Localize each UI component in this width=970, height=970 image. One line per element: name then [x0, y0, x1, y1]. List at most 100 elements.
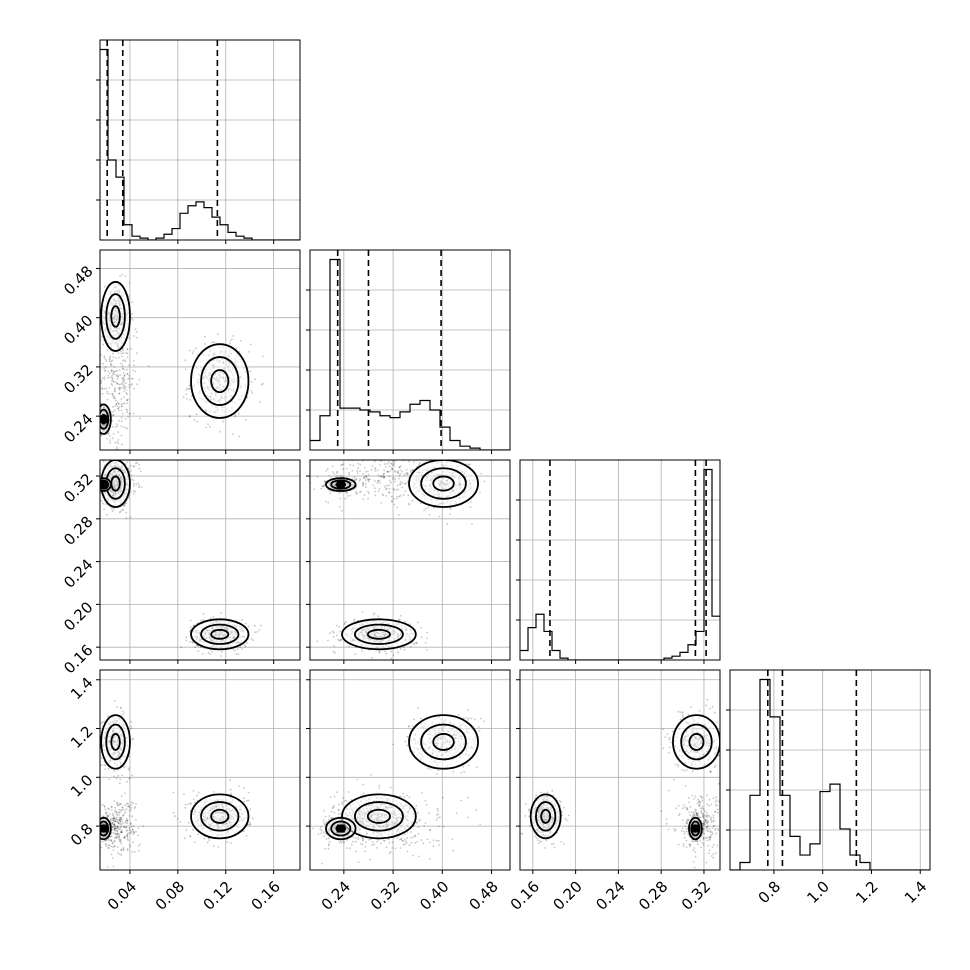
sample-point — [103, 356, 106, 359]
sample-point — [117, 407, 120, 410]
density-contour — [100, 281, 131, 352]
scatter-panel-1-0: 0.240.320.400.48 — [60, 249, 301, 454]
sample-point — [135, 352, 138, 355]
sample-point — [185, 639, 188, 642]
sample-point — [204, 335, 206, 338]
sample-point — [381, 493, 384, 496]
sample-point — [323, 480, 326, 482]
scatter-panel-3-0: 0.04 0.08 0.12 0.160.81.01.21.4 — [67, 669, 301, 914]
sample-point — [108, 358, 111, 361]
sample-point — [132, 490, 135, 492]
sample-point — [188, 387, 191, 390]
sample-point — [118, 392, 121, 395]
sample-point — [131, 738, 134, 741]
density-contour — [100, 477, 112, 492]
sample-point — [103, 367, 106, 370]
sample-point — [188, 415, 191, 418]
sample-point — [203, 838, 206, 840]
sample-point — [121, 387, 123, 389]
sample-point — [116, 369, 119, 372]
sample-point — [380, 476, 383, 479]
sample-point — [100, 764, 103, 766]
sample-point — [108, 360, 111, 363]
density-contour — [200, 623, 240, 645]
sample-point — [394, 480, 396, 483]
sample-point — [392, 654, 395, 656]
sample-point — [352, 464, 355, 467]
sample-point — [123, 378, 126, 381]
sample-point — [129, 516, 132, 519]
sample-point — [123, 368, 126, 371]
sample-point — [118, 356, 120, 359]
sample-point — [108, 778, 111, 781]
sample-point — [189, 834, 192, 837]
sample-point — [374, 494, 377, 497]
sample-point — [394, 460, 396, 463]
sample-point — [189, 641, 191, 643]
sample-point — [409, 469, 412, 472]
contour-fill — [101, 281, 130, 351]
sample-point — [118, 383, 120, 386]
sample-point — [116, 374, 119, 377]
sample-point — [235, 652, 238, 655]
sample-point — [416, 642, 418, 645]
sample-point — [184, 359, 187, 362]
sample-point — [115, 357, 117, 359]
sample-point — [388, 487, 391, 490]
sample-point — [373, 612, 376, 615]
sample-point — [245, 834, 248, 837]
density-contour — [330, 479, 352, 490]
sample-point — [338, 640, 341, 642]
sample-point — [390, 481, 392, 484]
sample-point — [376, 482, 379, 484]
sample-point — [396, 506, 399, 509]
sample-point — [336, 634, 338, 637]
panel-frame — [99, 249, 301, 451]
sample-point — [127, 497, 130, 499]
sample-point — [401, 470, 404, 473]
sample-point — [106, 349, 109, 352]
sample-point — [392, 462, 395, 465]
sample-point — [119, 707, 122, 710]
sample-point — [202, 618, 205, 621]
y-tick-label: 0.48 — [60, 262, 96, 298]
sample-point — [398, 514, 400, 516]
sample-point — [118, 369, 121, 372]
sample-point — [364, 483, 367, 485]
sample-point — [420, 627, 423, 629]
sample-point — [132, 412, 135, 415]
sample-point — [332, 635, 335, 638]
density-contour — [110, 305, 121, 328]
sample-point — [354, 653, 357, 656]
sample-point — [359, 463, 362, 466]
sample-point — [122, 383, 125, 386]
sample-point — [107, 377, 110, 379]
sample-point — [366, 470, 369, 473]
sample-point — [206, 841, 209, 844]
sample-point — [112, 373, 115, 376]
sample-point — [111, 395, 114, 397]
sample-point — [122, 505, 125, 507]
sample-point — [112, 410, 115, 413]
sample-point — [116, 405, 118, 407]
sample-point — [401, 486, 403, 489]
sample-point — [391, 478, 394, 480]
density-contour — [325, 477, 357, 492]
sample-point — [115, 448, 118, 450]
sample-point — [364, 470, 367, 473]
sample-point — [115, 381, 117, 384]
sample-point — [192, 350, 195, 352]
sample-point — [356, 472, 359, 475]
sample-point — [123, 376, 125, 379]
sample-point — [351, 470, 354, 472]
sample-point — [111, 510, 114, 513]
sample-point — [107, 374, 110, 377]
sample-point — [109, 434, 111, 437]
sample-point — [353, 476, 356, 479]
sample-point — [420, 636, 423, 639]
sample-point — [252, 639, 255, 641]
sample-point — [393, 503, 396, 506]
sample-point — [187, 803, 190, 806]
sample-point — [238, 785, 240, 787]
